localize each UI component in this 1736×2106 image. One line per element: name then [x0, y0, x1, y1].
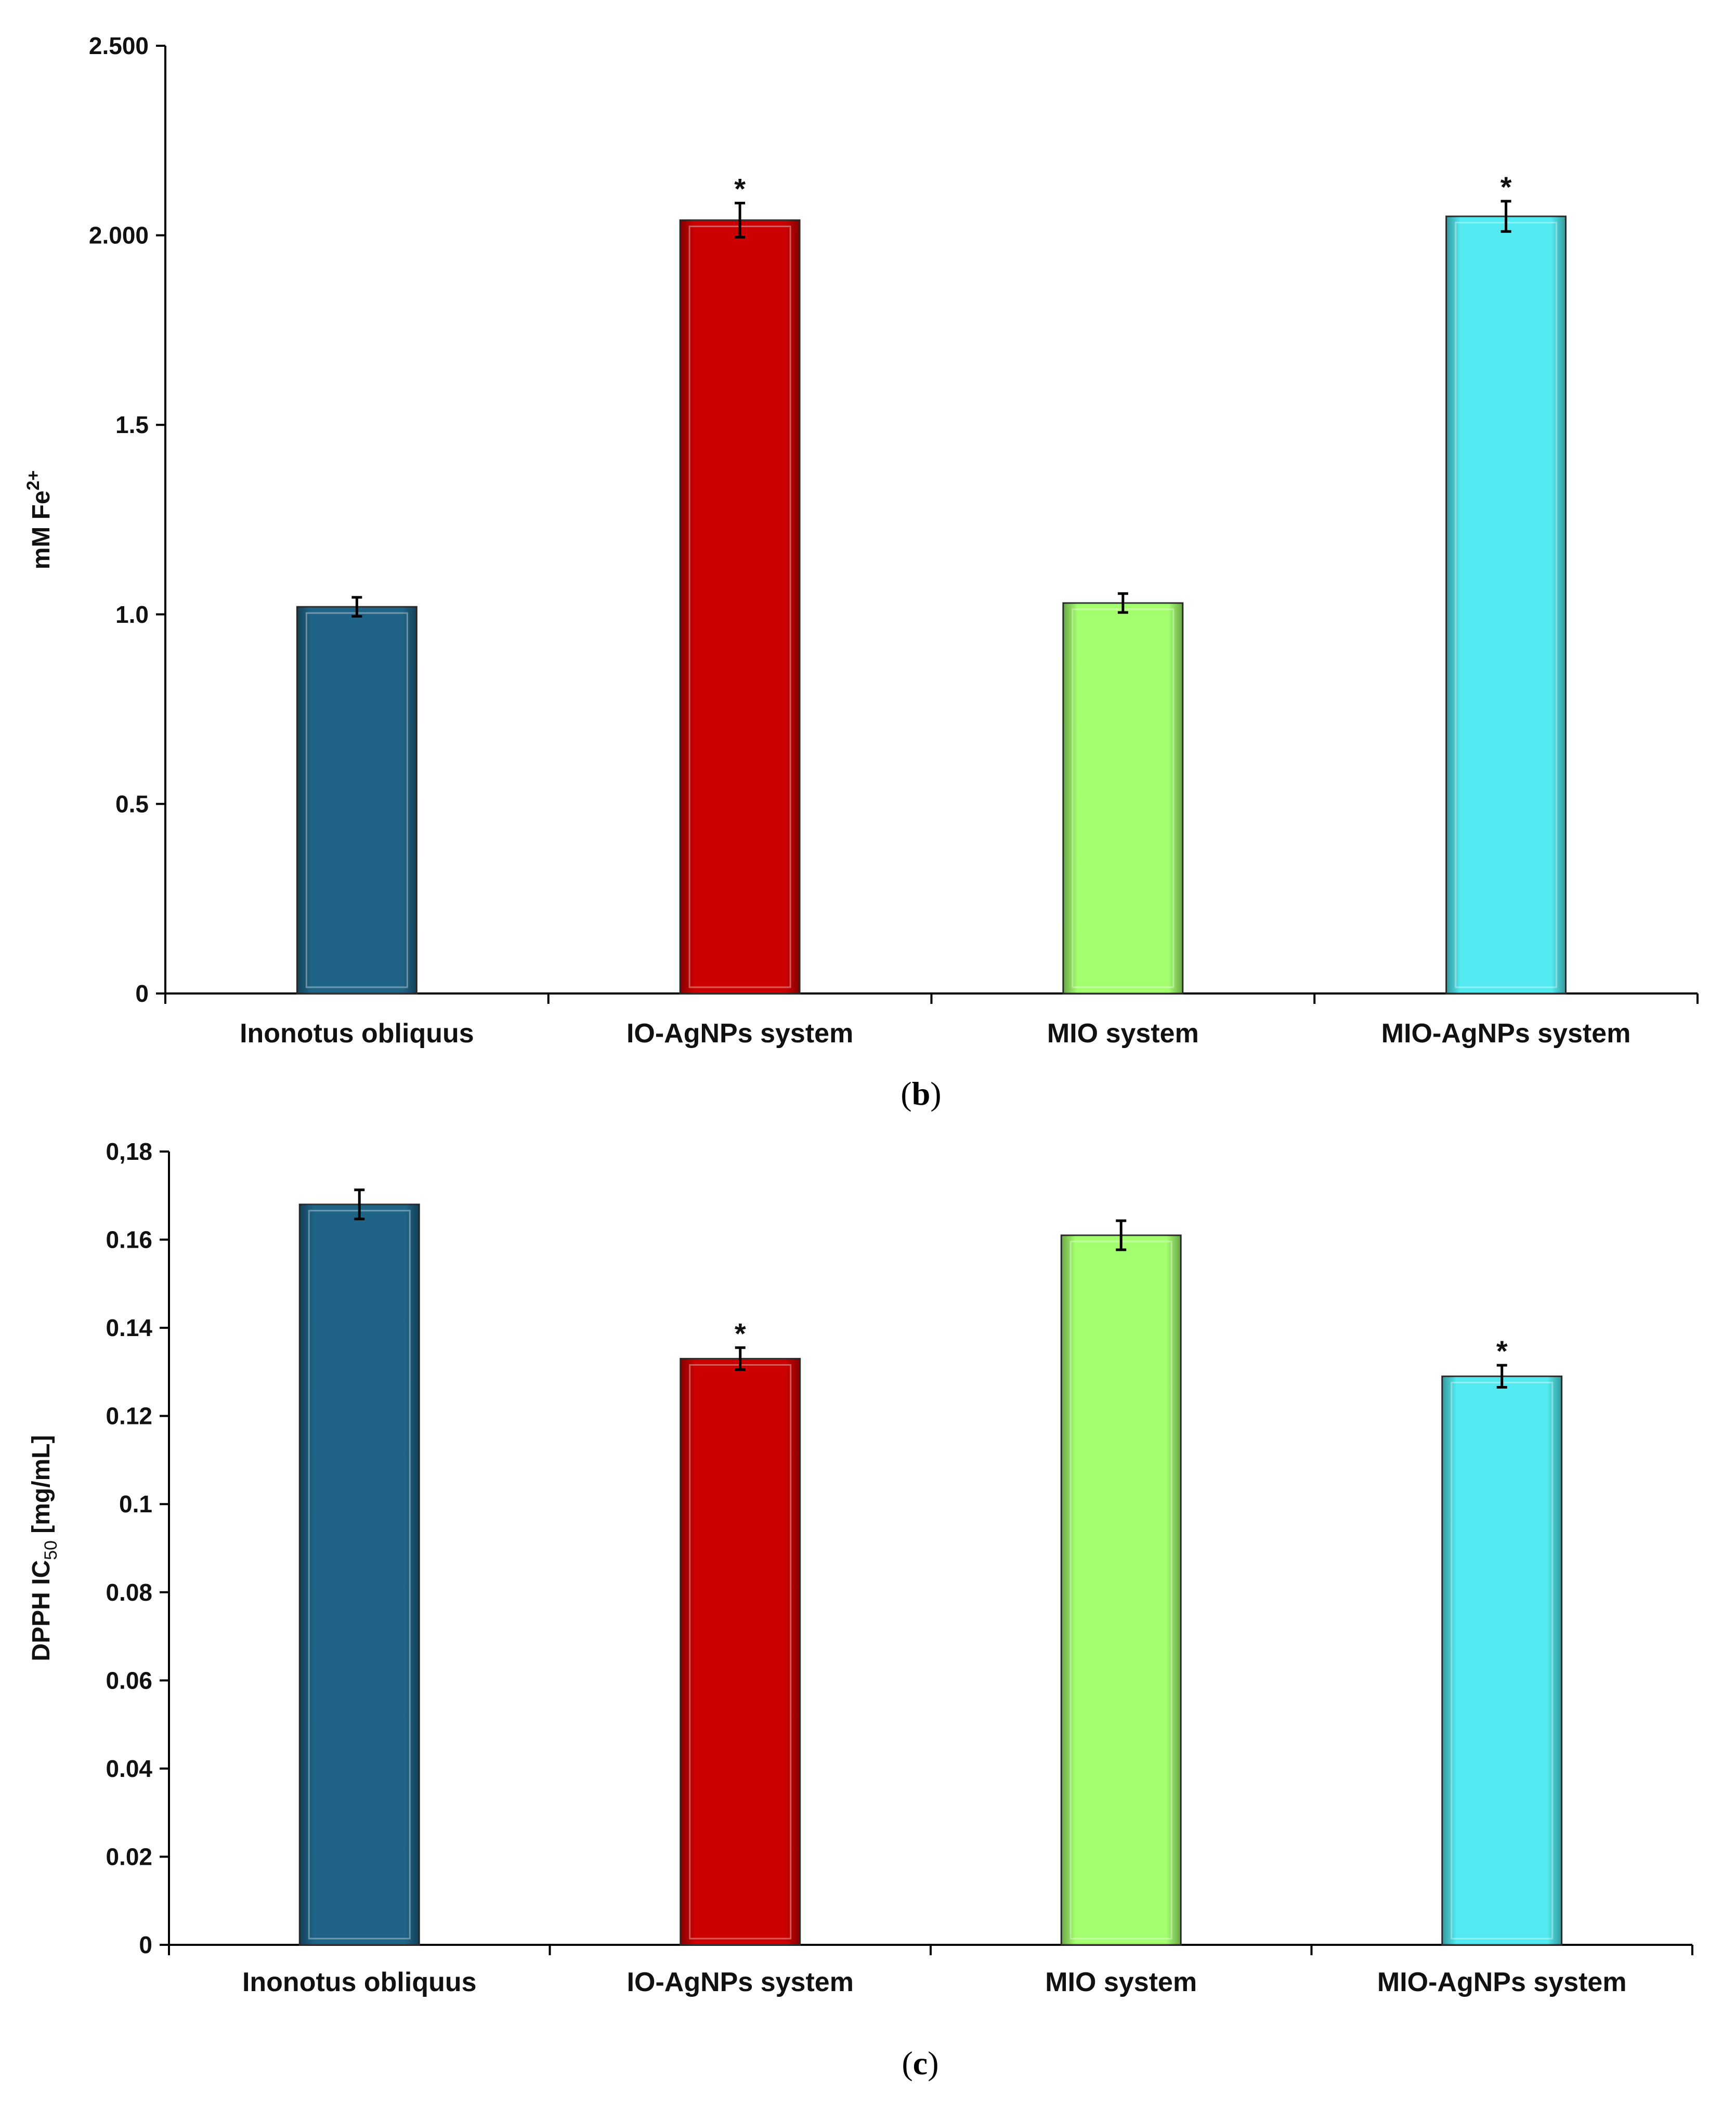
category-label: MIO-AgNPs system	[1381, 1018, 1631, 1049]
bar-bevel	[680, 1358, 800, 1945]
y-tick-label: 1.5	[115, 411, 149, 438]
y-tick-label: 0.08	[106, 1579, 152, 1606]
y-tick-label: 0	[135, 980, 149, 1007]
y-tick-label: 2.500	[89, 32, 149, 59]
bar-bevel	[297, 607, 417, 993]
bar-bevel	[1446, 216, 1566, 993]
y-tick-label: 0.14	[106, 1314, 152, 1341]
y-tick-label: 0	[139, 1931, 152, 1958]
y-tick-label: 0.12	[106, 1403, 152, 1430]
y-axis-label: mM Fe2+	[23, 470, 55, 570]
bar-bevel	[299, 1204, 420, 1945]
panel-label: (b)	[900, 1075, 941, 1112]
significance-marker: *	[734, 173, 746, 205]
category-label: Inonotus obliquus	[242, 1967, 477, 1997]
y-tick-label: 1.0	[115, 601, 149, 628]
bar-bevel	[1063, 603, 1183, 993]
bar-bevel	[1442, 1376, 1562, 1945]
category-label: MIO-AgNPs system	[1377, 1967, 1627, 1997]
chart-b-frap: 0 0.5 1.0 1.5 2.000 2.500 Inonotus obliquus * IO…	[23, 32, 1699, 1112]
y-tick-label: 0.06	[106, 1667, 152, 1694]
chart-c-dpph: 0 0.02 0.04 0.06 0.08 0.1 0.12 0.14 0.16 0,18 Inon…	[28, 1138, 1693, 2082]
significance-marker: *	[1500, 171, 1512, 203]
category-label: Inonotus obliquus	[240, 1018, 474, 1049]
panel-label: (c)	[902, 2045, 938, 2082]
y-tick-label: 0.16	[106, 1226, 152, 1253]
y-tick-label: 0.02	[106, 1843, 152, 1870]
category-label: MIO system	[1047, 1018, 1199, 1049]
category-label: IO-AgNPs system	[626, 1018, 853, 1049]
y-tick-label: 0,18	[106, 1138, 152, 1165]
category-label: MIO system	[1045, 1967, 1197, 1997]
significance-marker: *	[735, 1317, 746, 1350]
y-tick-label: 0.1	[119, 1490, 152, 1518]
bar-bevel	[1061, 1235, 1181, 1945]
significance-marker: *	[1496, 1335, 1508, 1367]
y-axis-label: DPPH IC50 [mg/mL]	[28, 1435, 61, 1661]
bar-bevel	[680, 220, 800, 993]
y-tick-label: 0.04	[106, 1755, 152, 1782]
y-tick-label: 2.000	[89, 222, 149, 249]
y-tick-label: 0.5	[115, 790, 149, 817]
category-label: IO-AgNPs system	[627, 1967, 854, 1997]
